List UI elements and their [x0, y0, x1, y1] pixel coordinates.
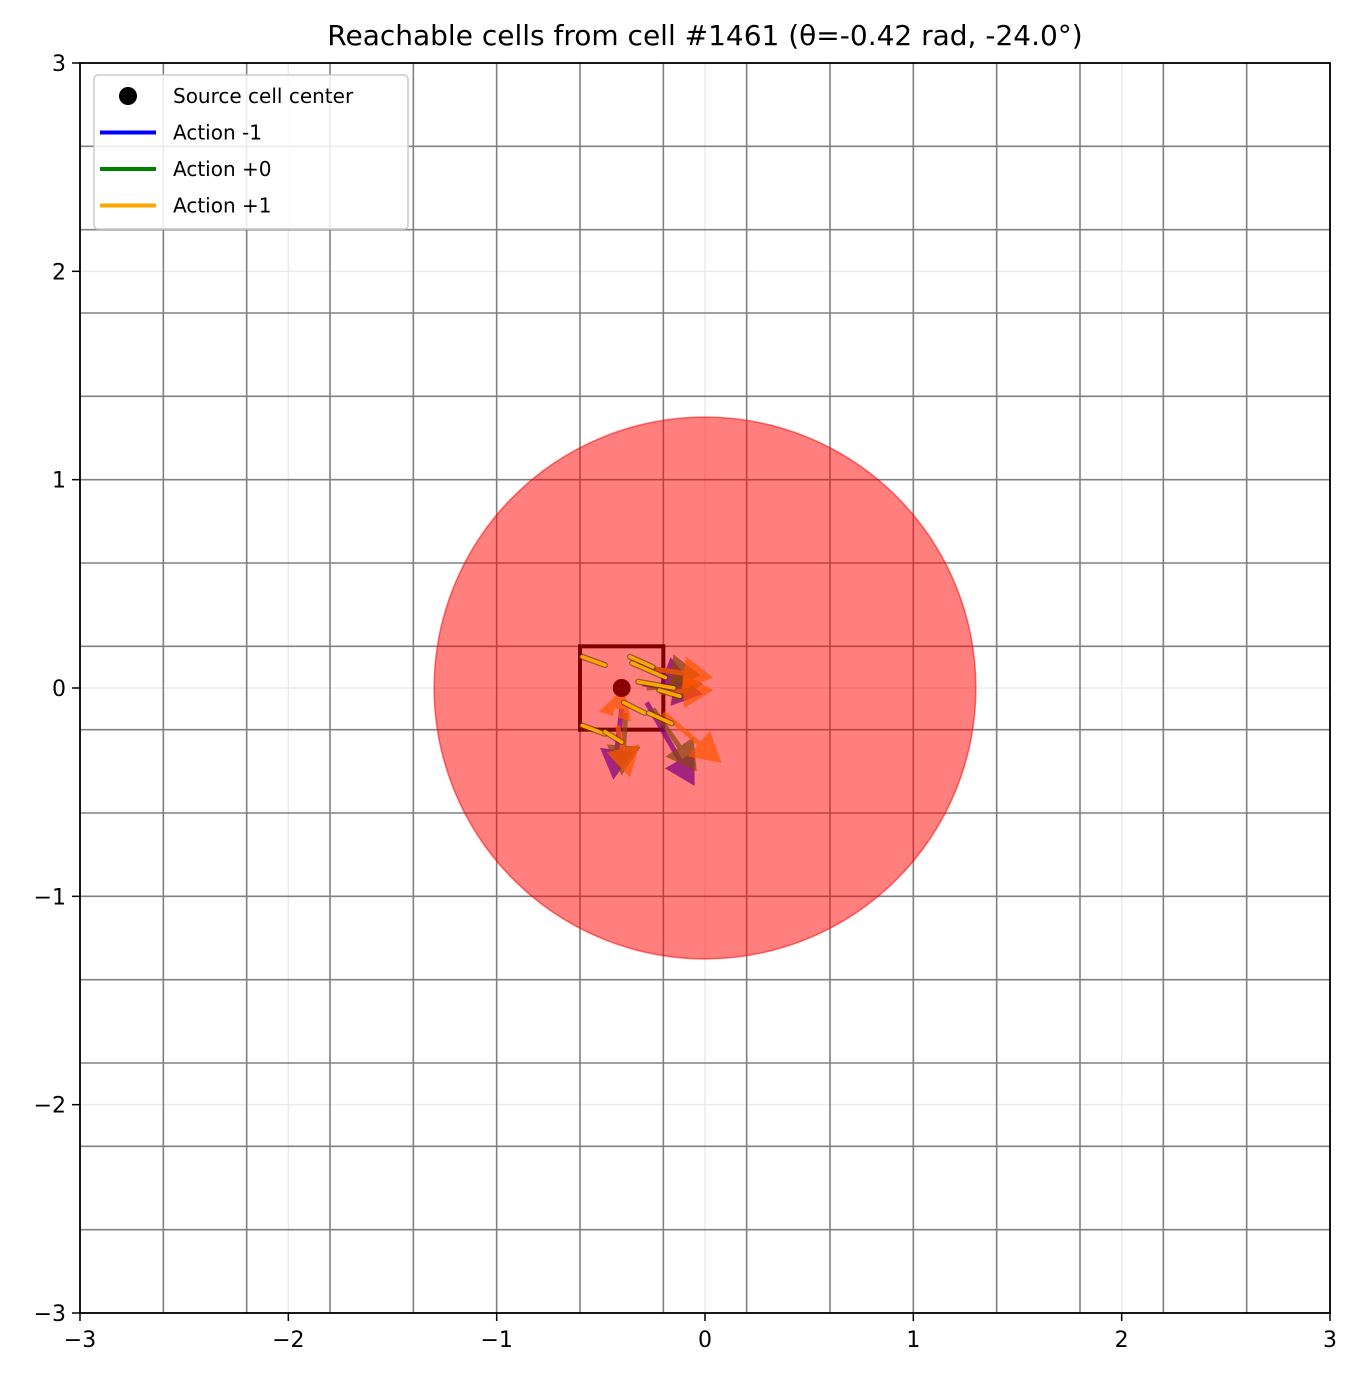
- x-tick-label: 3: [1323, 1328, 1337, 1353]
- sample-segment: [603, 730, 624, 744]
- legend-box: [93, 74, 409, 230]
- legend-label: Action +0: [173, 157, 271, 181]
- y-tick-label: −2: [34, 1094, 66, 1119]
- sample-segment: [636, 680, 676, 690]
- y-tick-label: −3: [34, 1302, 66, 1327]
- sample-segment: [628, 655, 655, 669]
- y-tick-label: 1: [52, 469, 66, 494]
- x-tick-label: −3: [64, 1328, 96, 1353]
- sample-segment: [630, 661, 668, 680]
- data-layer: [433, 416, 977, 960]
- x-tick-label: −1: [480, 1328, 512, 1353]
- x-tick-label: 1: [906, 1328, 920, 1353]
- action-arrow-minus1: [644, 701, 695, 786]
- action-arrow-plus1: [606, 724, 640, 778]
- legend: Source cell center Action -1 Action +0 Acti…: [93, 74, 409, 230]
- action-arrow-plus1: [654, 656, 714, 691]
- y-tick-label: −1: [34, 885, 66, 910]
- legend-label: Source cell center: [173, 84, 354, 108]
- axes-layer: −3 −2 −1 0 1 2 3 −3 −2 −1 0 1 2 3: [34, 52, 1337, 1353]
- y-tick-label: 3: [52, 52, 66, 77]
- sample-segment: [622, 700, 647, 715]
- sample-segment: [657, 688, 682, 699]
- x-tick-label: −2: [272, 1328, 304, 1353]
- legend-marker-source-center: [119, 87, 137, 105]
- sample-segment: [580, 723, 607, 736]
- action-arrow-plus1: [661, 711, 722, 763]
- y-tick-label: 2: [52, 260, 66, 285]
- chart-title: Reachable cells from cell #1461 (θ=-0.42…: [327, 19, 1082, 52]
- sample-segment: [580, 655, 607, 667]
- y-tick-label: 0: [52, 677, 66, 702]
- x-tick-label: 2: [1115, 1328, 1129, 1353]
- source-cell-center-marker: [612, 679, 631, 697]
- action-arrow-plus1: [659, 674, 714, 709]
- x-tick-label: 0: [698, 1328, 712, 1353]
- legend-label: Action -1: [173, 121, 262, 145]
- action-arrow-plus0: [650, 707, 697, 772]
- legend-label: Action +1: [173, 194, 271, 218]
- sample-segment: [647, 711, 674, 726]
